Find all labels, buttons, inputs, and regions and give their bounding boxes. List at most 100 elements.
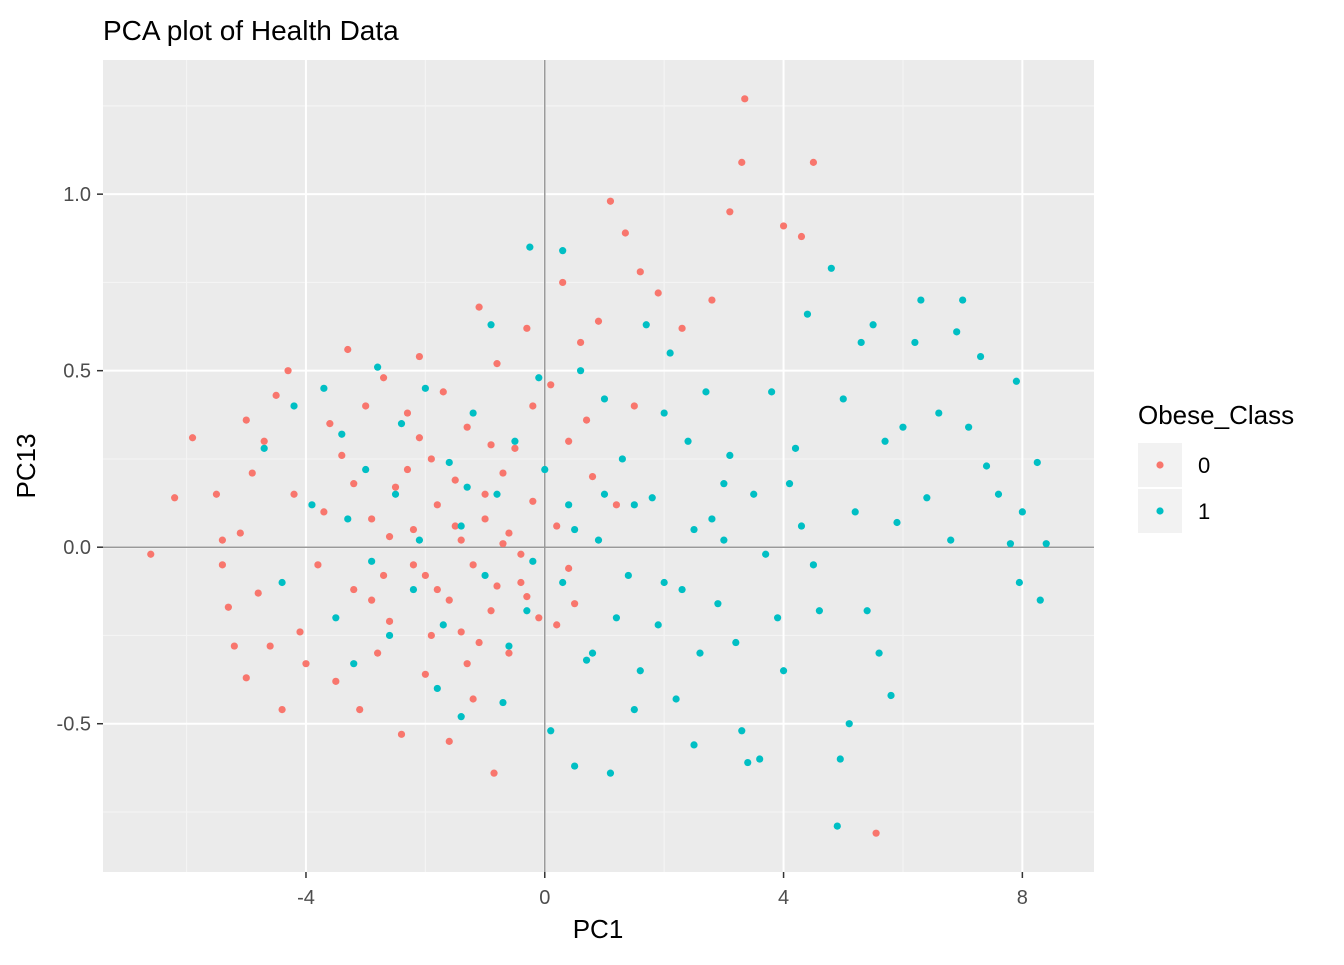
data-point-class-1 (815, 607, 823, 615)
data-point-class-0 (260, 437, 268, 445)
data-point-class-1 (976, 352, 985, 361)
data-point-class-1 (881, 437, 889, 445)
data-point-class-1 (344, 515, 352, 523)
data-point-class-1 (1033, 458, 1041, 467)
data-point-class-1 (935, 409, 943, 417)
data-point-class-0 (230, 642, 238, 650)
data-point-class-1 (696, 649, 704, 657)
data-point-class-1 (750, 490, 758, 498)
legend-title: Obese_Class (1138, 400, 1294, 430)
data-point-class-0 (505, 529, 513, 537)
data-point-class-0 (421, 670, 429, 678)
data-point-class-0 (296, 628, 304, 636)
data-point-class-1 (684, 437, 692, 445)
data-point-class-1 (1012, 377, 1020, 385)
data-point-class-1 (982, 462, 991, 470)
data-point-class-1 (1036, 596, 1044, 604)
data-point-class-0 (224, 603, 232, 611)
data-point-class-0 (559, 278, 567, 287)
data-point-class-1 (505, 642, 513, 650)
data-point-class-1 (499, 698, 507, 707)
data-point-class-1 (290, 402, 298, 410)
data-point-class-1 (526, 243, 534, 251)
legend-swatch-0 (1156, 461, 1164, 469)
data-point-class-0 (403, 465, 412, 474)
data-point-class-0 (445, 737, 453, 745)
data-point-class-0 (475, 303, 483, 311)
data-point-class-1 (559, 247, 567, 255)
data-point-class-0 (487, 607, 495, 615)
data-point-class-1 (571, 762, 579, 770)
data-point-class-1 (415, 536, 424, 544)
data-point-class-0 (332, 677, 340, 685)
data-point-class-1 (624, 571, 632, 580)
data-point-class-0 (421, 571, 429, 580)
data-point-class-0 (630, 402, 638, 410)
data-point-class-1 (833, 822, 841, 830)
data-point-class-1 (702, 388, 710, 396)
data-point-class-1 (457, 713, 465, 721)
data-point-class-0 (391, 483, 400, 491)
data-point-class-0 (379, 571, 388, 580)
data-point-class-1 (409, 585, 418, 594)
data-point-class-1 (917, 296, 925, 304)
y-tick-label: 0.0 (63, 537, 91, 559)
data-point-class-0 (344, 345, 352, 354)
data-point-class-0 (433, 501, 441, 509)
data-point-class-0 (320, 508, 328, 516)
data-point-class-1 (744, 758, 752, 767)
data-point-class-1 (690, 525, 698, 534)
data-point-class-1 (690, 741, 698, 749)
legend-swatch-1 (1156, 507, 1164, 515)
data-point-class-1 (732, 638, 740, 647)
data-point-class-1 (368, 557, 376, 565)
data-point-class-0 (427, 631, 435, 640)
data-point-class-1 (1042, 540, 1050, 548)
data-point-class-0 (338, 451, 346, 460)
data-point-class-1 (779, 667, 788, 675)
data-point-class-0 (439, 388, 447, 396)
data-point-class-1 (469, 409, 477, 417)
data-point-class-0 (171, 494, 179, 502)
data-point-class-0 (469, 695, 477, 703)
x-tick-label: 4 (778, 887, 789, 909)
data-point-class-0 (368, 515, 376, 523)
data-point-class-0 (493, 360, 501, 368)
data-point-class-1 (839, 395, 847, 403)
data-point-class-1 (606, 769, 615, 777)
data-point-class-0 (385, 617, 394, 625)
data-point-class-0 (326, 420, 334, 428)
data-point-class-0 (284, 367, 292, 375)
data-point-class-0 (738, 158, 746, 166)
data-point-class-1 (571, 525, 579, 534)
data-point-class-0 (374, 649, 382, 657)
data-point-class-1 (541, 465, 549, 474)
legend: Obese_Class 01 (1138, 400, 1294, 533)
data-point-class-1 (385, 631, 394, 640)
data-point-class-0 (588, 472, 597, 481)
y-tick-label: -0.5 (57, 714, 91, 736)
data-point-class-1 (836, 755, 844, 763)
grid-minor (103, 60, 1094, 872)
data-point-class-0 (290, 490, 298, 498)
data-point-class-0 (427, 455, 435, 463)
x-tick-label: 8 (1017, 887, 1028, 909)
data-point-class-1 (630, 706, 638, 714)
data-point-class-0 (708, 296, 716, 304)
data-point-class-0 (517, 550, 525, 558)
data-point-class-0 (385, 533, 394, 541)
data-point-class-0 (654, 289, 662, 297)
data-point-class-1 (332, 614, 340, 622)
data-point-class-0 (636, 268, 644, 276)
data-point-class-1 (959, 296, 967, 304)
data-point-class-1 (588, 649, 597, 657)
data-point-class-1 (899, 423, 907, 431)
data-point-class-1 (535, 374, 543, 382)
data-point-class-1 (547, 727, 555, 735)
data-point-class-0 (505, 649, 513, 657)
data-point-class-1 (654, 621, 662, 629)
data-point-class-1 (851, 508, 859, 516)
data-point-class-0 (463, 660, 471, 668)
legend-entries: 01 (1138, 443, 1210, 533)
data-point-class-1 (672, 695, 680, 703)
